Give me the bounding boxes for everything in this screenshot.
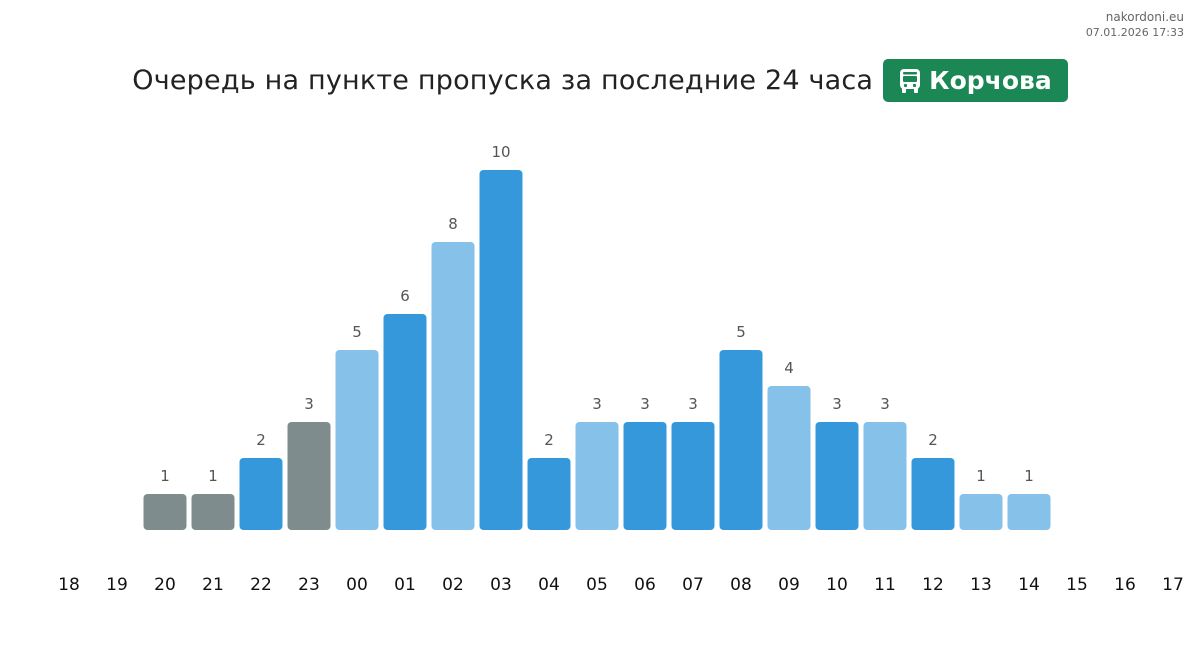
bar-value-label-12: 2 <box>928 431 938 449</box>
x-tick-label-09: 09 <box>778 575 800 595</box>
bar-00 <box>335 350 379 530</box>
bar-13 <box>959 494 1003 530</box>
checkpoint-badge: Корчова <box>883 59 1068 102</box>
bar-value-label-06: 3 <box>640 395 650 413</box>
source-site: nakordoni.eu <box>1105 10 1184 24</box>
bar-value-label-02: 8 <box>448 215 458 233</box>
x-tick-label-22: 22 <box>250 575 272 595</box>
bar-06 <box>623 422 667 530</box>
bar-05 <box>575 422 619 530</box>
source-info: nakordoni.eu 07.01.2026 17:33 <box>1086 9 1184 41</box>
bar-10 <box>815 422 859 530</box>
x-tick-label-10: 10 <box>826 575 848 595</box>
x-tick-label-00: 00 <box>346 575 368 595</box>
bar-23 <box>287 422 331 530</box>
bus-icon <box>897 68 923 94</box>
bar-04 <box>527 458 571 530</box>
x-tick-label-02: 02 <box>442 575 464 595</box>
x-tick-label-12: 12 <box>922 575 944 595</box>
x-tick-label-01: 01 <box>394 575 416 595</box>
bar-09 <box>767 386 811 530</box>
x-tick-label-07: 07 <box>682 575 704 595</box>
bar-value-label-04: 2 <box>544 431 554 449</box>
bar-21 <box>191 494 235 530</box>
bar-value-label-09: 4 <box>784 359 794 377</box>
bar-value-label-01: 6 <box>400 287 410 305</box>
x-tick-label-19: 19 <box>106 575 128 595</box>
x-tick-label-13: 13 <box>970 575 992 595</box>
bar-12 <box>911 458 955 530</box>
x-tick-label-20: 20 <box>154 575 176 595</box>
x-tick-label-11: 11 <box>874 575 896 595</box>
bar-value-label-20: 1 <box>160 467 170 485</box>
x-tick-label-16: 16 <box>1114 575 1136 595</box>
chart-title: Очередь на пункте пропуска за последние … <box>132 65 874 96</box>
x-tick-label-15: 15 <box>1066 575 1088 595</box>
bar-value-label-23: 3 <box>304 395 314 413</box>
source-timestamp: 07.01.2026 17:33 <box>1085 26 1184 39</box>
x-tick-label-18: 18 <box>58 575 80 595</box>
x-tick-label-17: 17 <box>1162 575 1184 595</box>
bar-11 <box>863 422 907 530</box>
bar-value-label-13: 1 <box>976 467 986 485</box>
bar-14 <box>1007 494 1051 530</box>
x-tick-label-21: 21 <box>202 575 224 595</box>
bar-03 <box>479 170 523 530</box>
x-tick-label-23: 23 <box>298 575 320 595</box>
bar-22 <box>239 458 283 530</box>
x-tick-label-14: 14 <box>1018 575 1040 595</box>
x-tick-label-08: 08 <box>730 575 752 595</box>
checkpoint-name: Корчова <box>929 66 1052 95</box>
bar-02 <box>431 242 475 530</box>
x-tick-label-05: 05 <box>586 575 608 595</box>
bar-value-label-21: 1 <box>208 467 218 485</box>
bar-08 <box>719 350 763 530</box>
bar-07 <box>671 422 715 530</box>
bar-value-label-07: 3 <box>688 395 698 413</box>
bar-value-label-03: 10 <box>491 143 510 161</box>
bar-01 <box>383 314 427 530</box>
x-tick-label-03: 03 <box>490 575 512 595</box>
bar-value-label-11: 3 <box>880 395 890 413</box>
bar-value-label-22: 2 <box>256 431 266 449</box>
chart-header: Очередь на пункте пропуска за последние … <box>0 59 1200 102</box>
bar-value-label-08: 5 <box>736 323 746 341</box>
bar-value-label-05: 3 <box>592 395 602 413</box>
bar-value-label-00: 5 <box>352 323 362 341</box>
bar-value-label-10: 3 <box>832 395 842 413</box>
x-tick-label-06: 06 <box>634 575 656 595</box>
bar-20 <box>143 494 187 530</box>
bar-value-label-14: 1 <box>1024 467 1034 485</box>
x-tick-label-04: 04 <box>538 575 560 595</box>
